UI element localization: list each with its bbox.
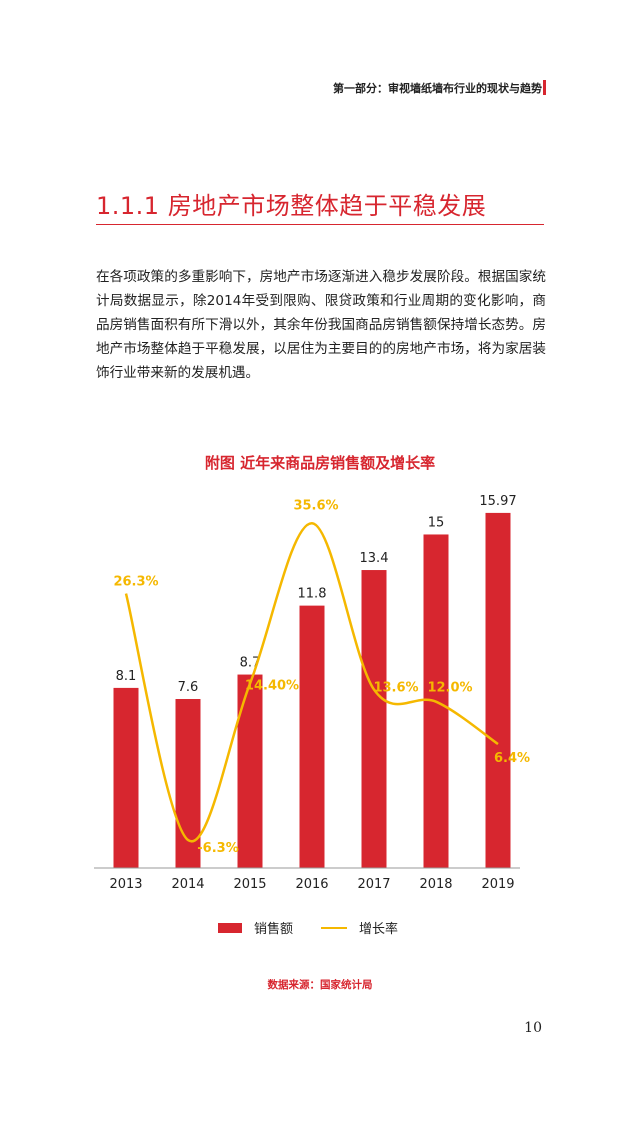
- x-tick-2019: 2019: [481, 877, 514, 892]
- bar-label-2018: 15: [428, 515, 445, 530]
- bar-sales-2019: [485, 512, 511, 868]
- line-label-2017: 13.6%: [373, 681, 418, 696]
- line-label-2014: -6.3%: [197, 841, 238, 856]
- legend-label-growth: 增长率: [359, 922, 399, 937]
- x-tick-2018: 2018: [419, 877, 452, 892]
- line-label-2015: 14.40%: [245, 679, 299, 694]
- x-tick-2015: 2015: [233, 877, 266, 892]
- line-label-2019: 6.4%: [494, 751, 530, 766]
- bar-label-2013: 8.1: [116, 669, 137, 684]
- legend-label-sales: 销售额: [254, 922, 294, 937]
- growth-rate-line: [124, 522, 499, 843]
- line-label-2016: 35.6%: [293, 498, 338, 513]
- title-underline: [96, 224, 544, 225]
- legend-line-swatch: [321, 926, 348, 929]
- legend-bar-swatch: [218, 922, 242, 933]
- page-number: 10: [524, 1020, 542, 1036]
- page-title: 1.1.1 房地产市场整体趋于平稳发展: [96, 192, 487, 220]
- data-source: 数据来源：国家统计局: [267, 979, 373, 991]
- x-tick-2016: 2016: [295, 877, 328, 892]
- bar-sales-2017: [361, 570, 387, 868]
- bar-label-2016: 11.8: [298, 587, 327, 602]
- bar-sales-2013: [113, 687, 139, 868]
- body-paragraph: 在各项政策的多重影响下，房地产市场逐渐进入稳步发展阶段。根据国家统计局数据显示，…: [96, 269, 546, 381]
- bar-label-2014: 7.6: [178, 680, 199, 695]
- bar-label-2017: 13.4: [360, 551, 389, 566]
- bar-label-2019: 15.97: [479, 494, 516, 509]
- bar-sales-2015: [237, 674, 263, 868]
- x-tick-2013: 2013: [109, 877, 142, 892]
- chart-title: 附图 近年来商品房销售额及增长率: [204, 454, 436, 472]
- x-tick-2017: 2017: [357, 877, 390, 892]
- line-label-2013: 26.3%: [113, 575, 158, 590]
- section-header: 第一部分：审视墙纸墙布行业的现状与趋势: [333, 82, 542, 95]
- chart-legend: 销售额 增长率: [218, 918, 398, 937]
- x-tick-2014: 2014: [171, 877, 204, 892]
- line-label-2018: 12.0%: [427, 681, 472, 696]
- header-accent-bar: [543, 80, 546, 95]
- bar-sales-2016: [299, 605, 325, 868]
